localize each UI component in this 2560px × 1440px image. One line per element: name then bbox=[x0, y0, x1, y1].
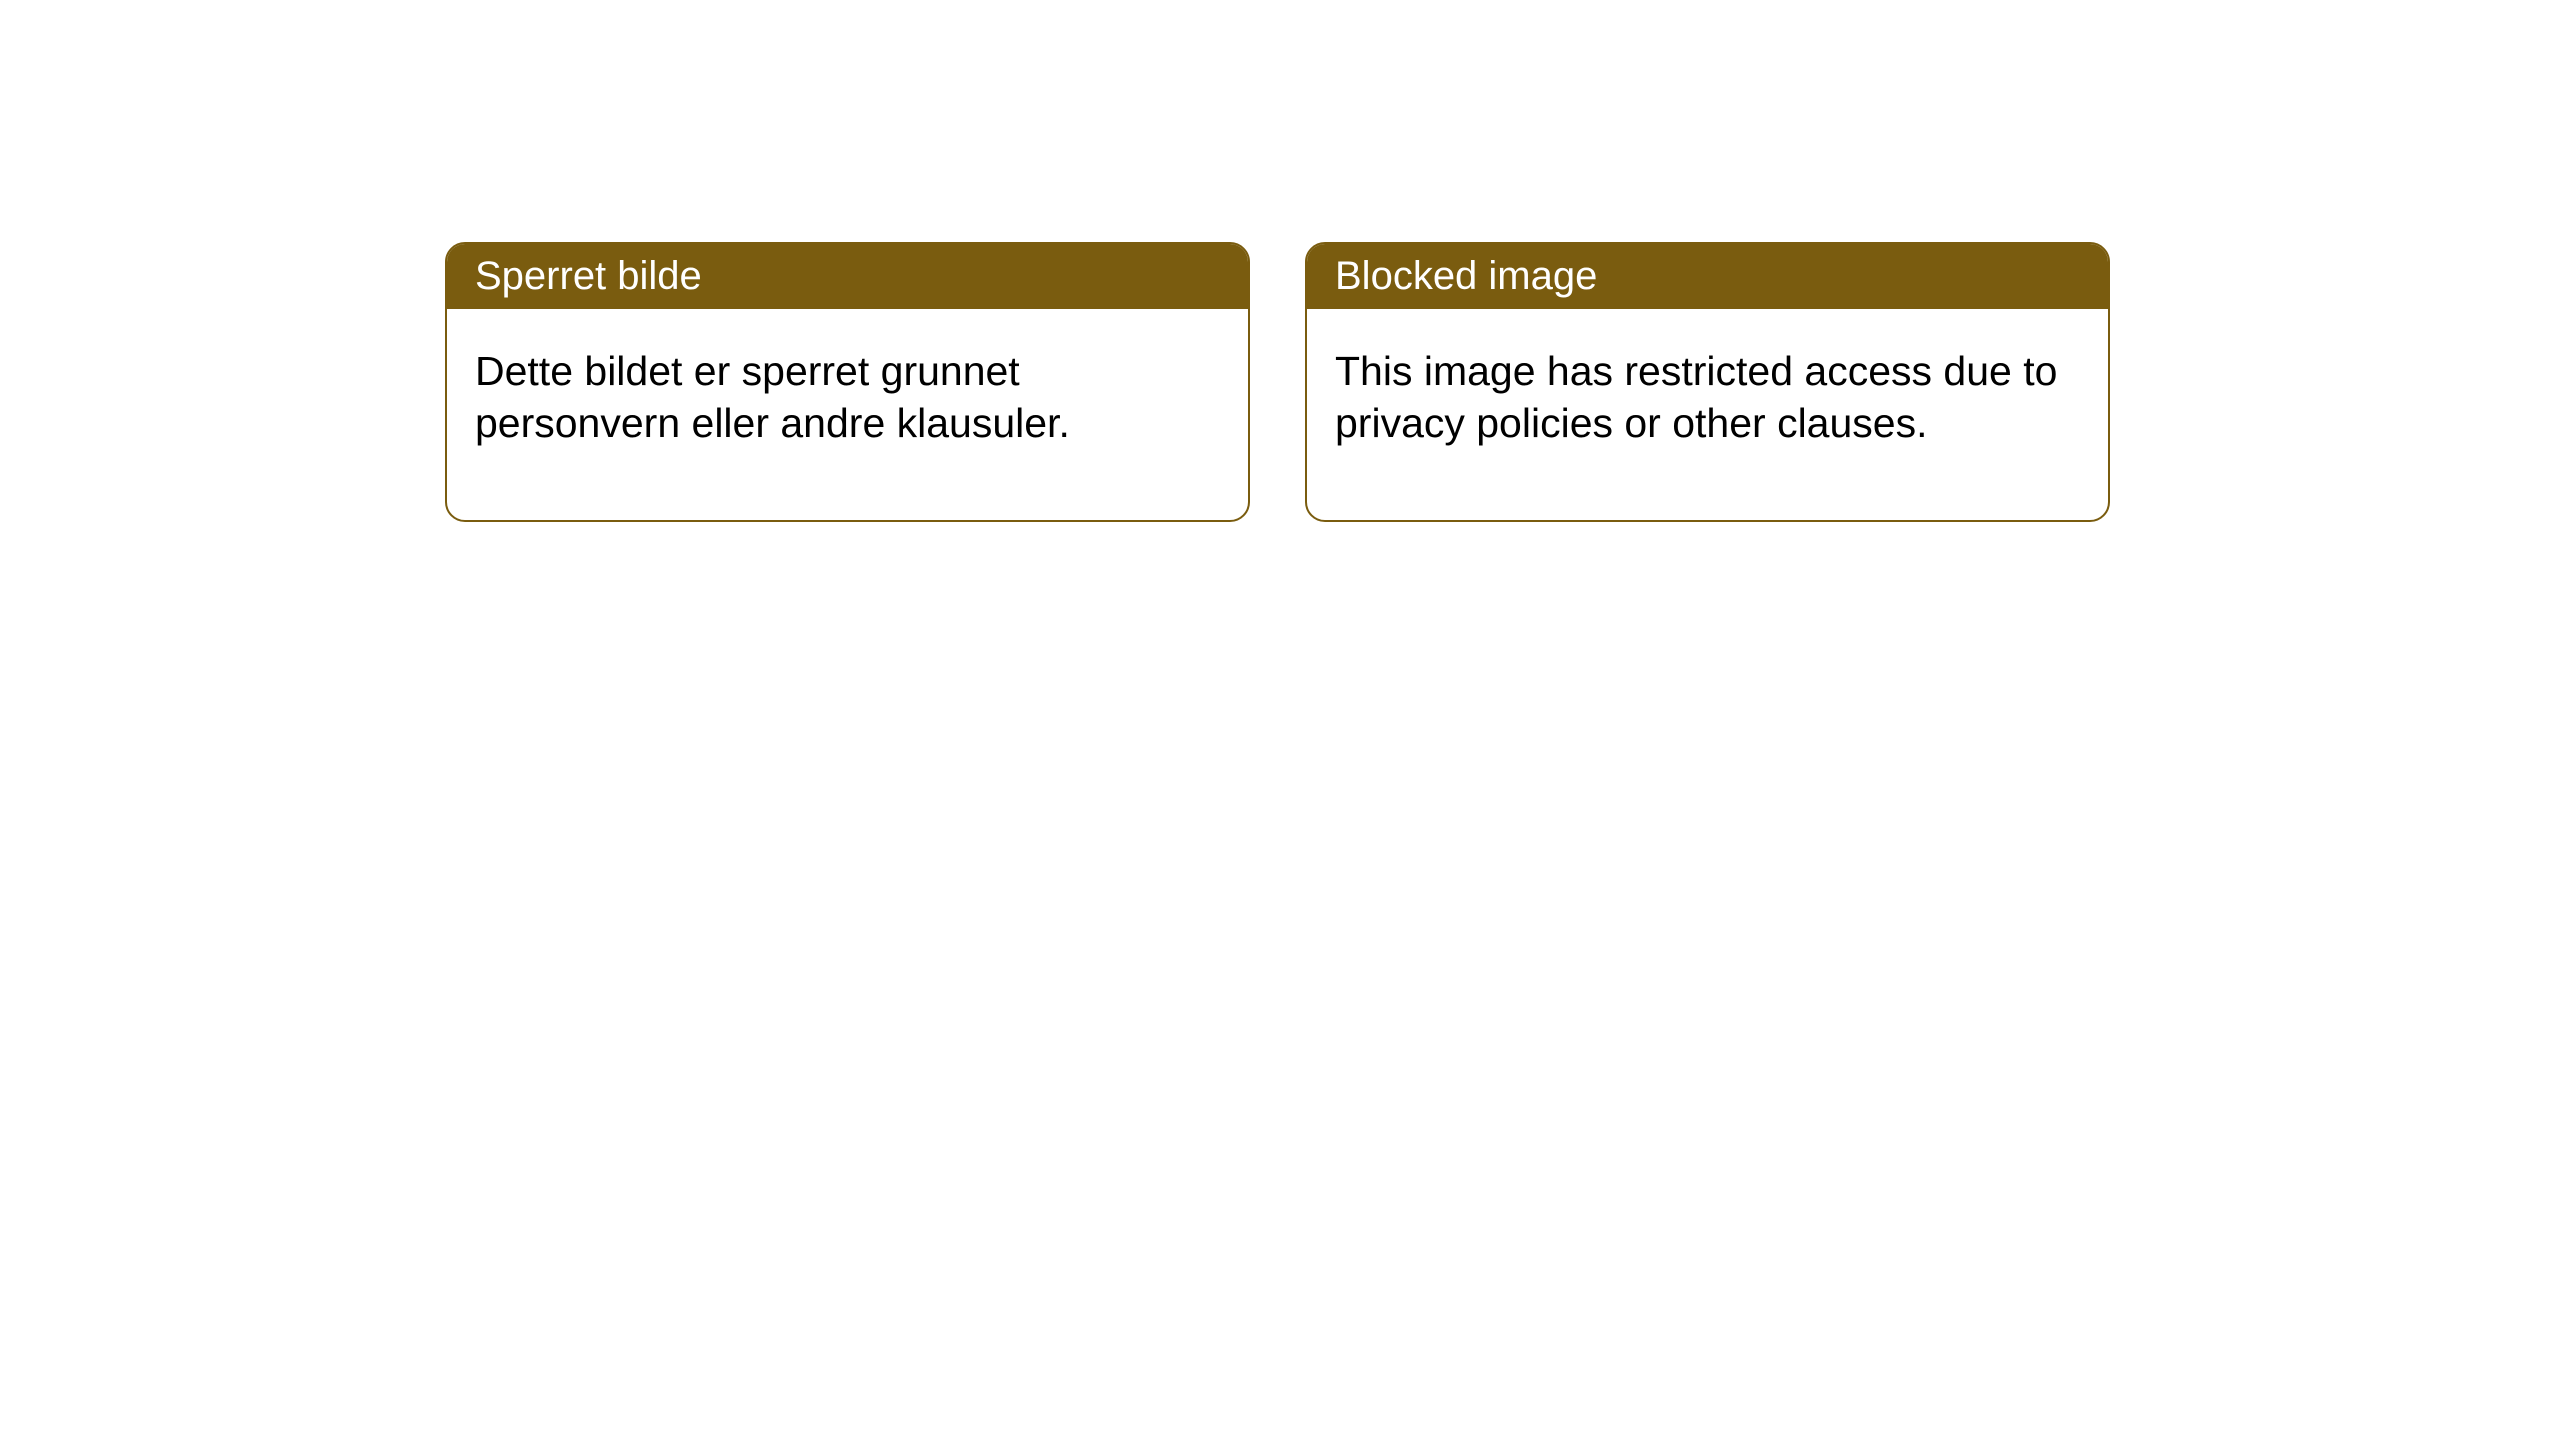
notice-title: Sperret bilde bbox=[447, 244, 1248, 309]
notice-body: Dette bildet er sperret grunnet personve… bbox=[447, 309, 1248, 520]
notice-body: This image has restricted access due to … bbox=[1307, 309, 2108, 520]
notice-title: Blocked image bbox=[1307, 244, 2108, 309]
notice-card-norwegian: Sperret bilde Dette bildet er sperret gr… bbox=[445, 242, 1250, 522]
notice-card-english: Blocked image This image has restricted … bbox=[1305, 242, 2110, 522]
notice-container: Sperret bilde Dette bildet er sperret gr… bbox=[0, 0, 2560, 522]
